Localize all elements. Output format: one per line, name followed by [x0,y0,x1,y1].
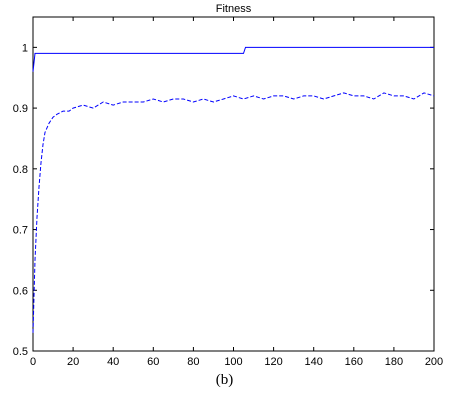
x-tick-label: 20 [67,356,79,368]
axes-frame [32,16,435,352]
y-tick-label: 0.5 [13,346,28,358]
x-tick-label: 180 [385,356,403,368]
chart-title: Fitness [216,3,252,15]
y-tick-label: 0.8 [13,164,28,176]
x-tick-label: 60 [147,356,159,368]
y-tick-label: 1 [22,42,28,54]
x-tick-label: 140 [305,356,323,368]
y-tick-label: 0.7 [13,225,28,237]
x-tick-label: 40 [107,356,119,368]
x-tick-label: 160 [345,356,363,368]
series-line-dashed [32,92,435,333]
x-tick-label: 200 [425,356,443,368]
y-tick-label: 0.9 [13,103,28,115]
x-tick-label: 120 [264,356,282,368]
x-tick-label: 0 [30,356,36,368]
x-tick-label: 80 [187,356,199,368]
figure-caption: (b) [215,372,234,388]
series-line-solid [32,46,434,72]
plot-area: 0 20 40 60 80 100 120 140 160 180 200 0.5 0.6 0.7 0.8 0… [13,16,443,368]
x-tick-label: 100 [224,356,242,368]
y-tick-label: 0.6 [13,285,28,297]
